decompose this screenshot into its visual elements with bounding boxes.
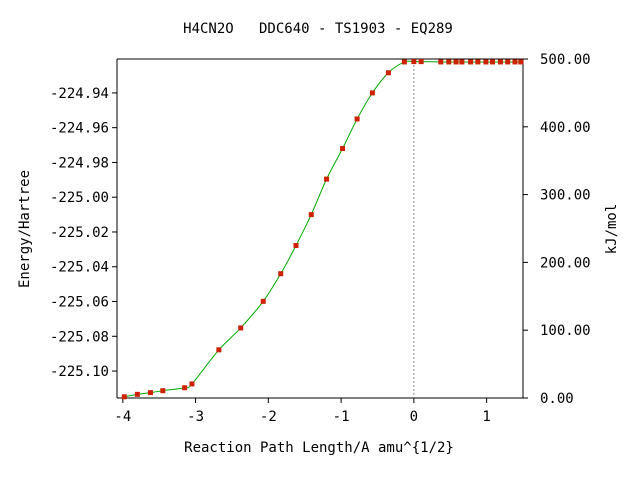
y-tick-label: -225.02 [50,225,109,241]
data-point [189,381,195,387]
data-point [401,59,407,65]
series-line [124,60,521,398]
data-point [134,391,140,397]
data-point [453,59,459,65]
data-point [278,271,284,277]
data-point [354,116,360,122]
data-point [497,59,503,65]
data-point [446,59,452,65]
data-point [369,90,375,96]
y2-tick-label: 400.00 [540,120,591,136]
data-point [483,59,489,65]
data-point [308,212,314,218]
y2-axis-ticks: 500.00 400.00 300.00 200.00 100.00 0.00 [523,52,591,407]
data-point [459,59,465,65]
x-tick-label: 0 [410,409,418,425]
data-point [518,59,524,65]
data-point [121,394,127,400]
data-point [238,325,244,331]
y-axis-ticks: -224.94 -224.96 -224.98 -225.00 -225.02 -225.… [50,86,117,380]
y2-tick-label: 300.00 [540,188,591,204]
data-point [505,59,511,65]
x-tick-label: -1 [333,409,350,425]
y2-axis-label: kJ/mol [604,204,620,255]
plot-frame [116,58,524,399]
data-point [512,59,518,65]
x-tick-label: -3 [187,409,204,425]
data-point [438,59,444,65]
y2-tick-label: 500.00 [540,52,591,68]
chart-title: H4CN2O DDC640 - TS1903 - EQ289 [183,21,453,37]
x-tick-label: -4 [114,409,131,425]
data-point [418,59,424,65]
y-tick-label: -225.04 [50,260,109,276]
y-tick-label: -225.10 [50,364,109,380]
y-tick-label: -225.08 [50,329,109,345]
y-tick-label: -225.06 [50,295,109,311]
x-axis-label: Reaction Path Length/A amu^{1/2} [184,440,454,456]
data-point [293,243,299,249]
data-point [385,70,391,76]
data-point [475,59,481,65]
y-tick-label: -224.96 [50,121,109,137]
x-tick-label: 1 [482,409,490,425]
series-layer [121,59,524,400]
data-point [489,59,495,65]
y2-tick-label: 0.00 [540,391,574,407]
data-point [216,347,222,353]
data-point [260,298,266,304]
y2-tick-label: 100.00 [540,323,591,339]
y-tick-label: -224.94 [50,86,109,102]
data-point [468,59,474,65]
data-point [147,390,153,396]
data-point [411,59,417,65]
data-point [340,146,346,152]
y-tick-label: -225.00 [50,190,109,206]
y2-tick-label: 200.00 [540,255,591,271]
data-point [160,388,166,394]
data-point [324,176,330,182]
y-tick-label: -224.98 [50,155,109,171]
x-tick-label: -2 [260,409,277,425]
x-axis-ticks: -4 -3 -2 -1 0 1 [114,398,491,425]
data-point [182,385,188,391]
y-axis-label: Energy/Hartree [17,170,33,288]
